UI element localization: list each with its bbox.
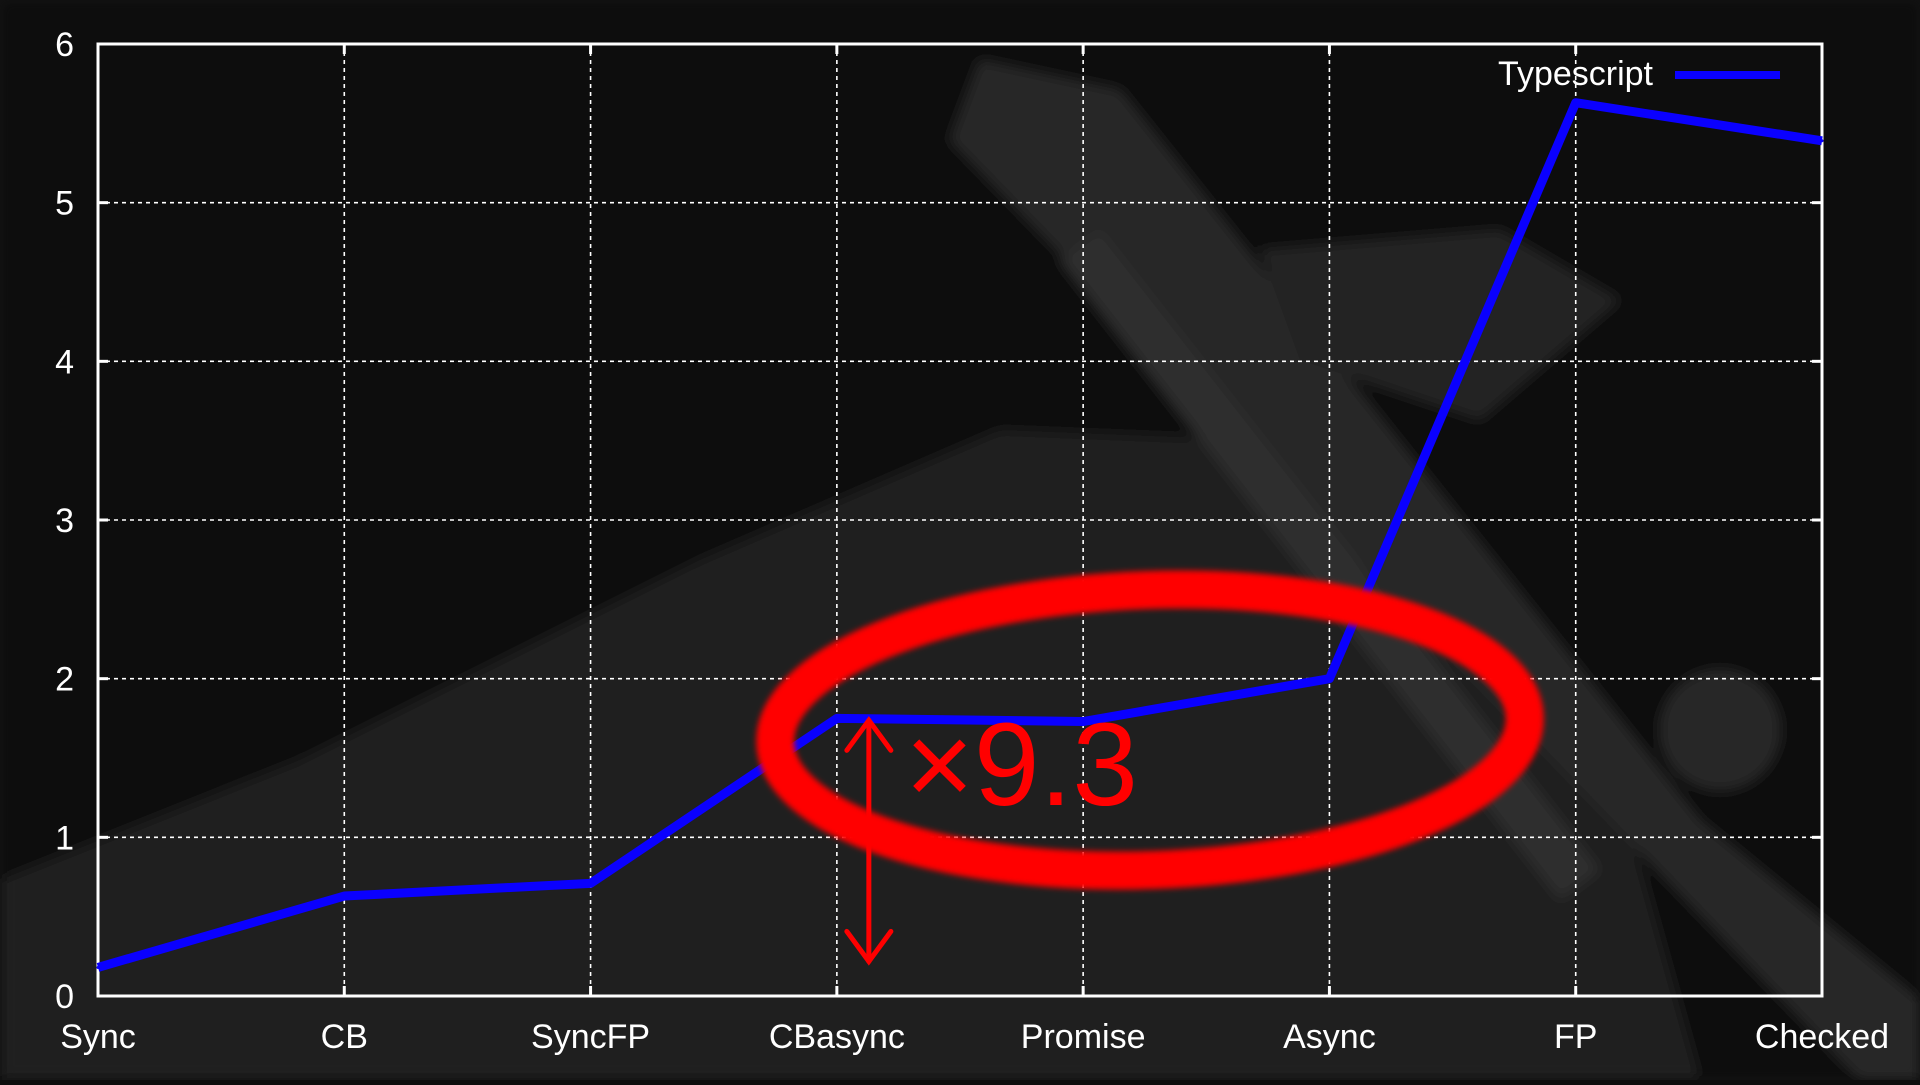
y-tick-label: 3 [55, 502, 74, 540]
series-group [96, 98, 1824, 972]
double-arrow-icon [844, 716, 894, 966]
arrow-head-up [844, 716, 894, 753]
red-annotation: ×9.3 [756, 570, 1544, 966]
data-point [96, 965, 100, 969]
legend: Typescript [1498, 55, 1780, 93]
y-tick-label: 4 [55, 343, 74, 381]
data-point [1081, 720, 1085, 724]
x-axis-ticks: Sync CB SyncFP CBasync Promise Async FP Checked [60, 44, 1889, 1056]
y-tick-label: 6 [55, 26, 74, 64]
y-tick-label: 5 [55, 185, 74, 223]
data-point [342, 894, 346, 898]
x-tick-label: Checked [1755, 1018, 1889, 1056]
y-tick-label: 0 [55, 978, 74, 1016]
x-tick-label: Promise [1021, 1018, 1146, 1056]
arrow-head-down [844, 928, 894, 966]
x-tick-label: CB [321, 1018, 368, 1056]
data-point [589, 881, 593, 885]
highlight-circle [756, 570, 1544, 890]
x-tick-label: CBasync [769, 1018, 905, 1056]
data-point [835, 716, 839, 720]
x-tick-label: FP [1554, 1018, 1597, 1056]
data-point [1820, 139, 1824, 143]
series-line-typescript [96, 98, 1823, 972]
y-tick-label: 1 [55, 819, 74, 857]
data-point [1327, 677, 1331, 681]
x-tick-label: SyncFP [531, 1018, 650, 1056]
x-tick-label: Async [1283, 1018, 1376, 1056]
legend-label-typescript: Typescript [1498, 55, 1653, 93]
x-tick-label: Sync [60, 1018, 136, 1056]
factor-label: ×9.3 [905, 699, 1138, 831]
y-tick-label: 2 [55, 661, 74, 699]
data-point [1574, 101, 1578, 105]
y-axis-ticks: 0 1 2 3 4 5 6 [55, 26, 1822, 1016]
